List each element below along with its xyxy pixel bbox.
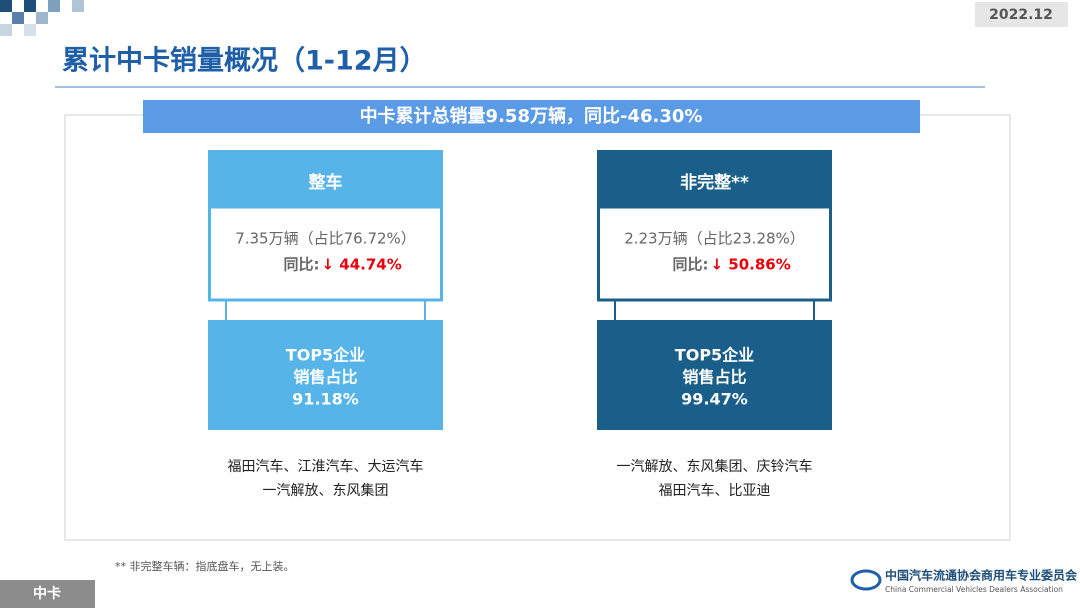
yoy-label: 同比: [673,256,709,274]
card-header [208,150,443,207]
top5-box [208,320,443,430]
date: 2022.12 [989,7,1053,23]
top5-box [597,320,832,430]
companies: 一汽解放、东风集团 [263,482,389,499]
companies: 一汽解放、东风集团、庆铃汽车 [617,458,813,475]
banner [143,100,920,133]
top5-text: 销售占比 [682,368,746,387]
card-volume: 7.35万辆（占比76.72%） [235,230,416,248]
top5-text: 销售占比 [293,368,357,387]
top5-text: 91.18% [292,390,359,409]
card-volume: 2.23万辆（占比23.28%） [624,230,805,248]
companies: 福田汽车、比亚迪 [659,482,771,499]
yoy-value: ↓ 44.74% [322,256,402,274]
corner-pattern [0,0,84,36]
yoy-label: 同比: [284,256,320,274]
companies: 福田汽车、江淮汽车、大运汽车 [228,458,424,475]
card-title: 整车 [309,172,343,193]
yoy-value: ↓ 50.86% [711,256,791,274]
date-box [975,2,1068,27]
top5-text: TOP5企业 [675,346,754,365]
title: 累计中卡销量概况（1-12月） [62,46,427,77]
cards: 整车7.35万辆（占比76.72%）同比: ↓ 44.74%TOP5企业销售占比9… [208,150,832,499]
card-body [208,205,443,302]
top5-text: 99.47% [681,390,748,409]
section-box [0,580,95,608]
section: 中卡 [33,585,61,602]
card-header [597,150,832,207]
card-title: 非完整** [680,172,749,193]
footnote: ** 非完整车辆：指底盘车，无上装。 [115,559,295,573]
banner-text: 中卡累计总销量9.58万辆，同比-46.30% [360,105,703,127]
top5-text: TOP5企业 [286,346,365,365]
org-en: China Commercial Vehicles Dealers Associ… [885,585,1063,594]
frame [64,114,1011,541]
card-body [597,205,832,302]
logo-mark [850,569,882,591]
org-cn: 中国汽车流通协会商用车专业委员会 [885,568,1078,583]
